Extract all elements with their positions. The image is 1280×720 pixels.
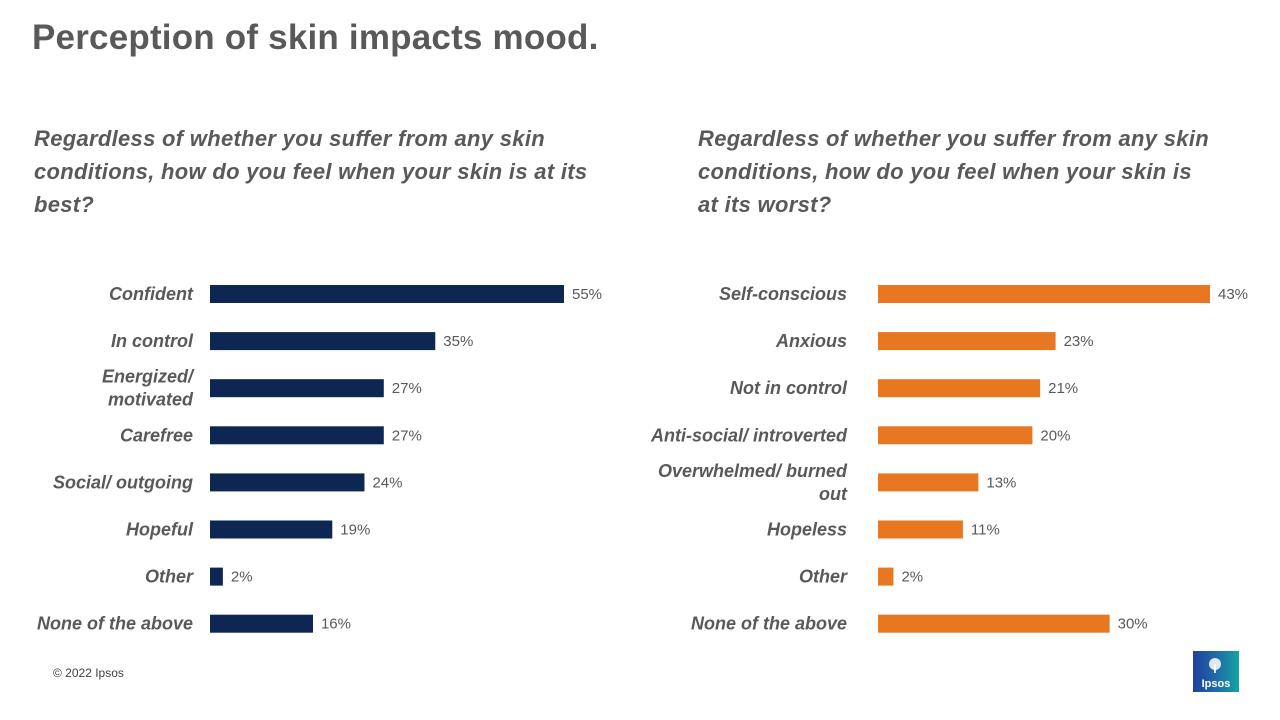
left-value-label: 24% bbox=[372, 474, 402, 491]
right-value-label: 21% bbox=[1048, 380, 1078, 397]
right-bar bbox=[878, 285, 1210, 303]
left-category-label: Energized/ bbox=[102, 367, 195, 387]
right-category-label: out bbox=[819, 484, 848, 504]
left-bar bbox=[210, 473, 365, 492]
left-bar bbox=[210, 567, 223, 586]
right-category-label: Anti-social/ introverted bbox=[650, 425, 848, 445]
left-bar bbox=[210, 285, 564, 303]
left-value-label: 35% bbox=[443, 333, 473, 350]
right-value-label: 23% bbox=[1064, 333, 1094, 350]
left-category-label: Hopeful bbox=[126, 520, 194, 540]
right-bar bbox=[878, 567, 894, 586]
right-bar bbox=[878, 614, 1110, 633]
right-value-label: 11% bbox=[971, 522, 1000, 539]
right-chart-question: Regardless of whether you suffer from an… bbox=[698, 126, 1209, 217]
right-bar bbox=[878, 473, 979, 492]
right-bar bbox=[878, 332, 1056, 351]
left-value-label: 55% bbox=[572, 286, 602, 303]
left-value-label: 19% bbox=[340, 522, 370, 539]
left-bar bbox=[210, 332, 436, 351]
ipsos-logo: Ipsos bbox=[1193, 651, 1239, 692]
logo-text: Ipsos bbox=[1202, 678, 1231, 690]
left-category-label: Social/ outgoing bbox=[53, 472, 193, 492]
page-title: Perception of skin impacts mood. bbox=[32, 18, 599, 57]
left-category-label: In control bbox=[111, 331, 194, 351]
right-bar bbox=[878, 520, 963, 539]
left-value-label: 2% bbox=[231, 569, 253, 586]
left-value-label: 27% bbox=[392, 427, 422, 444]
left-category-label: Confident bbox=[109, 284, 194, 304]
right-value-label: 43% bbox=[1218, 286, 1248, 303]
right-value-label: 13% bbox=[986, 474, 1016, 491]
right-category-label: Overwhelmed/ burned bbox=[658, 461, 848, 481]
left-category-label: None of the above bbox=[37, 614, 193, 634]
right-category-label: Anxious bbox=[775, 331, 847, 351]
left-bar bbox=[210, 614, 313, 633]
right-category-label: Hopeless bbox=[767, 520, 847, 540]
right-bar bbox=[878, 426, 1033, 445]
right-category-label: Self-conscious bbox=[719, 284, 847, 304]
left-bar bbox=[210, 426, 384, 445]
left-category-label: motivated bbox=[108, 390, 194, 410]
right-value-label: 30% bbox=[1118, 616, 1148, 633]
left-category-label: Other bbox=[145, 567, 194, 587]
right-category-label: Not in control bbox=[730, 378, 848, 398]
right-value-label: 20% bbox=[1040, 427, 1070, 444]
left-chart-question: Regardless of whether you suffer from an… bbox=[34, 126, 588, 217]
right-category-label: None of the above bbox=[691, 614, 847, 634]
left-bar bbox=[210, 379, 384, 398]
left-value-label: 27% bbox=[392, 380, 422, 397]
right-bar bbox=[878, 379, 1041, 398]
right-category-label: Other bbox=[799, 567, 848, 587]
copyright-footer: © 2022 Ipsos bbox=[53, 666, 124, 680]
left-category-label: Carefree bbox=[120, 425, 193, 445]
left-value-label: 16% bbox=[321, 616, 351, 633]
right-bar-chart: Self-conscious 43% Anxious 23% Not in contro… bbox=[650, 284, 1248, 634]
left-bar-chart: Confident 55% In control 35% Energized/motiv… bbox=[37, 284, 602, 634]
right-value-label: 2% bbox=[901, 569, 923, 586]
left-bar bbox=[210, 520, 333, 539]
